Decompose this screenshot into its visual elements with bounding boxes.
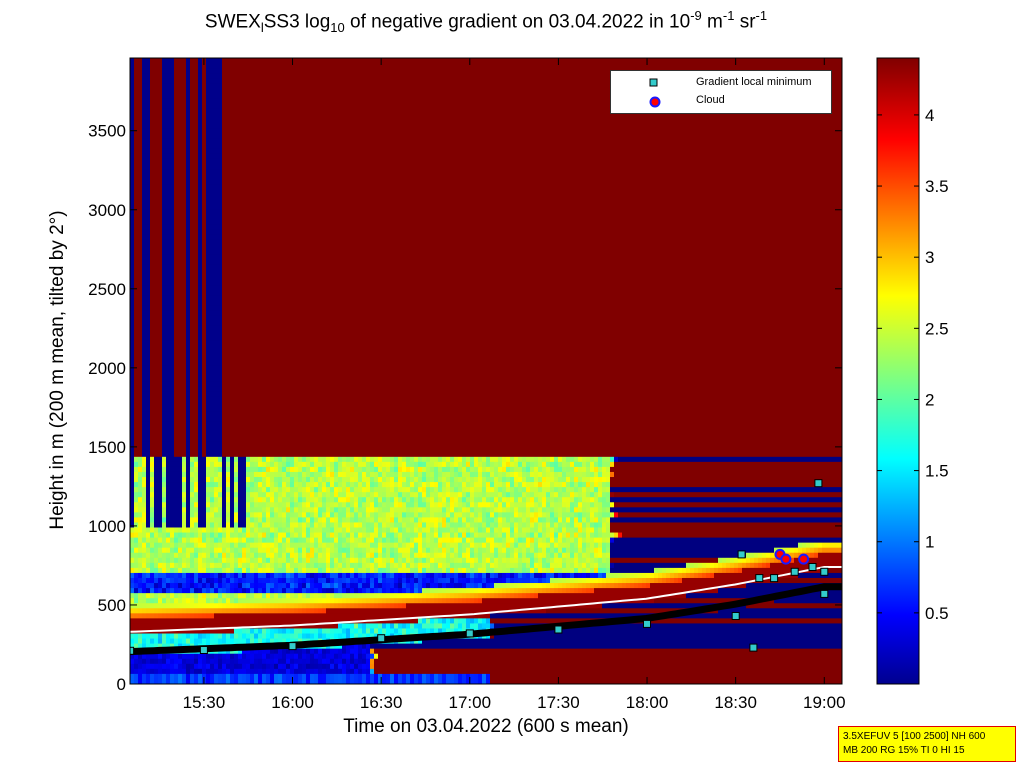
square-marker-icon [649,78,658,87]
x-tick-label: 16:30 [360,693,403,712]
y-tick-label: 1500 [88,438,126,457]
x-tick-label: 18:30 [714,693,757,712]
chart-title: SWEXlSS3 log10 of negative gradient on 0… [130,8,842,35]
y-tick-label: 0 [117,675,126,694]
info-line-2: MB 200 RG 15% TI 0 HI 15 [843,744,1015,758]
gradient-minimum-marker [731,612,740,620]
gradient-minimum-marker [820,589,829,598]
gradient-minimum-marker [749,643,758,652]
x-tick-label: 18:00 [626,693,669,712]
gradient-minimum-marker [554,625,563,634]
settings-info-box: 3.5XEFUV 5 [100 2500] NH 600 MB 200 RG 1… [838,726,1016,762]
colorbar [876,57,920,685]
gradient-minimum-marker [808,563,817,571]
y-tick-label: 500 [98,596,126,615]
legend-entry-cloud: Cloud [611,92,831,110]
legend-label: Cloud [696,94,725,106]
colorbar-tick-label: 3.5 [925,177,949,196]
gradient-minimum-marker [755,574,764,583]
y-tick-label: 3000 [88,201,126,220]
colorbar-tick-label: 1.5 [925,462,949,481]
x-tick-label: 15:30 [183,693,226,712]
gradient-minimum-marker [288,642,297,651]
legend: Gradient local minimum Cloud [610,70,832,114]
y-tick-label: 2000 [88,359,126,378]
colorbar-tick-label: 4 [925,106,934,125]
gradient-minimum-marker [737,550,746,559]
circle-marker-icon [649,96,661,108]
y-axis-label: Height in m (200 m mean, tilted by 2°) [47,210,69,529]
x-tick-label: 19:00 [803,693,846,712]
gradient-minimum-marker [820,567,829,576]
colorbar-tick-label: 2.5 [925,319,949,338]
colorbar-tick-label: 3 [925,248,934,267]
colorbar-tick-label: 2 [925,390,934,409]
colorbar-tick-label: 1 [925,533,934,552]
y-tick-label: 1000 [88,517,126,536]
y-tick-label: 3500 [88,122,126,141]
gradient-minimum-marker [770,574,779,583]
legend-entry-gradient-minimum: Gradient local minimum [611,74,831,92]
info-line-1: 3.5XEFUV 5 [100 2500] NH 600 [843,730,1015,744]
heatmap-area [130,58,842,684]
x-axis-label: Time on 03.04.2022 (600 s mean) [130,716,842,738]
y-tick-label: 2500 [88,280,126,299]
cloud-base-line [130,566,842,633]
gradient-minimum-marker [465,629,474,638]
plot-frame [129,57,843,685]
gradient-minimum-marker [199,646,208,654]
boundary-layer-line [130,583,842,656]
x-tick-label: 17:30 [537,693,580,712]
cloud-marker [780,553,792,565]
gradient-minimum-marker [377,634,386,643]
gradient-minimum-marker [790,567,799,576]
x-tick-label: 16:00 [271,693,314,712]
colorbar-tick-label: 0.5 [925,604,949,623]
gradient-minimum-marker [814,479,823,488]
cloud-marker [798,553,810,565]
gradient-minimum-marker [643,619,651,628]
x-tick-label: 17:00 [449,693,492,712]
legend-label: Gradient local minimum [696,76,812,88]
